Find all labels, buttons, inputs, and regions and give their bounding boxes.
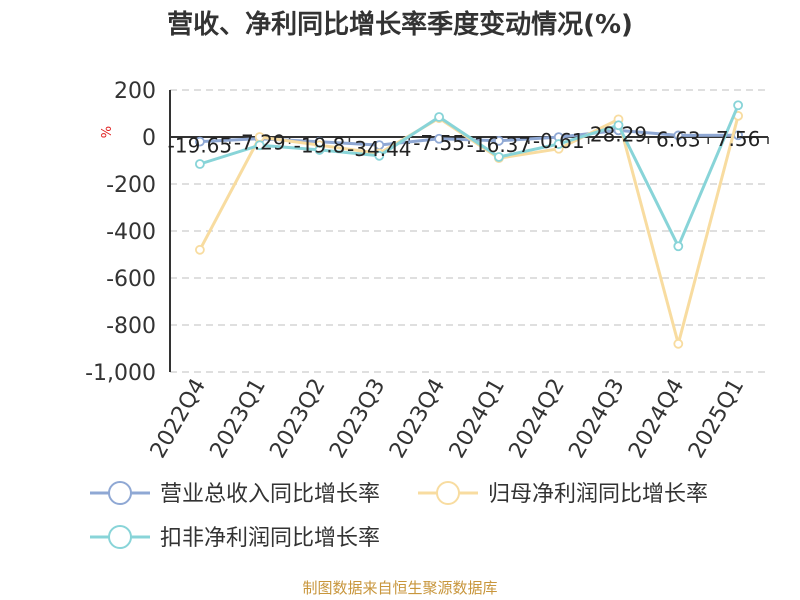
x-tick-label: 2023Q3 [325, 375, 390, 463]
data-label: -19.65 [168, 134, 232, 158]
x-tick-label: 2025Q1 [684, 375, 749, 463]
y-axis-label: % [100, 126, 115, 138]
data-point [553, 139, 564, 149]
data-point [493, 135, 504, 146]
data-point [314, 145, 325, 155]
legend-label: 扣非净利润同比增长率 [160, 526, 380, 551]
data-point [733, 100, 743, 111]
legend-label: 归母净利润同比增长率 [488, 482, 708, 507]
data-label: -19.8 [294, 134, 346, 158]
data-point [613, 120, 624, 131]
y-tick-label: -600 [106, 267, 156, 292]
data-point [493, 152, 504, 162]
data-label: 7.56 [716, 127, 761, 151]
x-tick-label: 2023Q4 [385, 374, 450, 462]
legend-marker [108, 481, 132, 505]
data-point [673, 130, 684, 141]
x-tick-label: 2024Q2 [505, 375, 570, 463]
data-label: 28.29 [590, 122, 647, 146]
legend-marker [436, 481, 460, 505]
y-tick-label: -800 [106, 314, 156, 339]
x-tick-label: 2023Q2 [265, 375, 330, 463]
chart-title: 营收、净利同比增长率季度变动情况(%) [167, 10, 633, 40]
y-tick-label: 200 [114, 79, 156, 104]
data-point [194, 159, 205, 169]
x-tick-label: 2024Q4 [624, 375, 689, 463]
data-point [194, 244, 205, 255]
x-tick-label: 2024Q1 [445, 375, 510, 463]
data-label: -34.44 [347, 137, 411, 161]
data-label: -16.37 [467, 133, 531, 157]
data-label: 6.63 [656, 127, 701, 151]
data-point [434, 133, 445, 144]
data-point [434, 112, 445, 122]
data-point [194, 136, 205, 147]
legend-marker [108, 525, 132, 549]
x-tick-label: 2023Q1 [206, 375, 271, 463]
y-tick-label: -1,000 [85, 361, 156, 386]
data-point [374, 150, 385, 161]
x-tick-label: 2024Q3 [564, 375, 629, 463]
y-tick-label: -400 [106, 220, 156, 245]
source-note: 制图数据来自恒生聚源数据库 [302, 579, 498, 597]
y-tick-label: -200 [106, 173, 156, 198]
data-point [673, 241, 684, 252]
data-label: -0.61 [533, 129, 585, 153]
series-line-2 [199, 104, 740, 248]
x-tick-label: 2022Q4 [146, 375, 211, 463]
data-label: -7.55 [413, 131, 465, 155]
data-point [254, 140, 265, 151]
y-tick-label: 0 [142, 126, 156, 151]
data-point [673, 338, 684, 349]
legend-label: 营业总收入同比增长率 [160, 482, 380, 507]
data-label: -7.29 [234, 131, 286, 155]
